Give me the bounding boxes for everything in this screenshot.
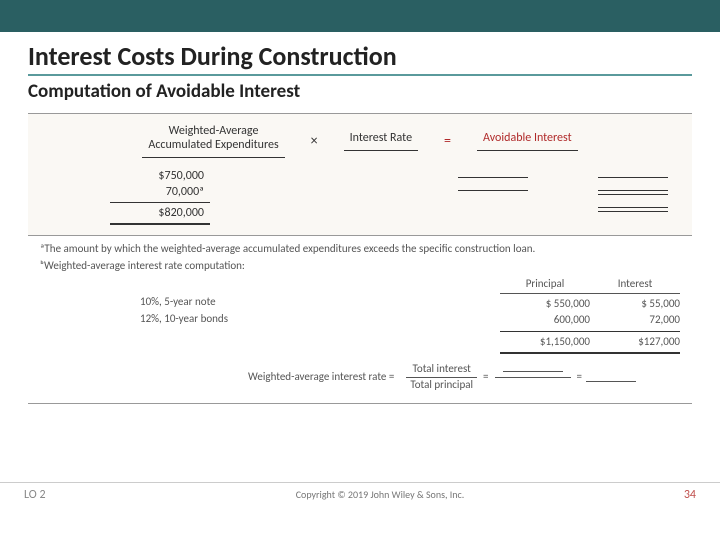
blank-result-lines [540, 168, 680, 212]
expenditure-column: $750,000 70,000ª $820,000 [110, 168, 210, 228]
interest-55000: $ 55,000 [590, 296, 680, 313]
blank-line [598, 194, 668, 195]
equation-row: Weighted-Average Accumulated Expenditure… [40, 124, 680, 158]
blank-line [598, 211, 668, 212]
eq-term-rate: Interest Rate [344, 131, 418, 150]
principal-header: Principal [500, 276, 590, 294]
page-title: Interest Costs During Construction [28, 40, 692, 76]
rule-line [590, 331, 680, 332]
wair-eq1: = [483, 370, 488, 385]
blank-line [458, 181, 528, 191]
weighted-avg-rate-row: Weighted-average interest rate = Total i… [40, 362, 640, 393]
value-750000: $750,000 [110, 168, 210, 184]
interest-header: Interest [590, 276, 680, 294]
formula-figure: Weighted-Average Accumulated Expenditure… [28, 113, 692, 236]
page-subtitle: Computation of Avoidable Interest [28, 80, 692, 103]
rule-line [500, 331, 590, 332]
wair-label: Weighted-average interest rate = [40, 370, 400, 385]
double-rule [110, 223, 210, 225]
content-area: Interest Costs During Construction Compu… [0, 32, 720, 404]
principal-600000: 600,000 [500, 312, 590, 329]
footnote-b: ᵇWeighted-average interest rate computat… [40, 259, 270, 274]
blank-span [503, 378, 563, 388]
wair-fraction-labels: Total interest Total principal [406, 362, 477, 393]
blank-line [598, 198, 668, 208]
double-rule [590, 352, 680, 354]
copyright-text: Copyright © 2019 John Wiley & Sons, Inc. [104, 488, 656, 501]
equals-operator: = [444, 132, 451, 149]
footnotes-area: ªThe amount by which the weighted-averag… [28, 236, 692, 403]
row-12pct-bonds: 12%, 10-year bonds [140, 311, 500, 328]
learning-objective: LO 2 [24, 488, 104, 502]
blank-line [503, 362, 563, 372]
note-rate-labels: 10%, 5-year note 12%, 10-year bonds [40, 276, 500, 356]
principal-total: $1,150,000 [500, 334, 590, 351]
blank-line [598, 168, 668, 178]
eq-term-waae: Weighted-Average Accumulated Expenditure… [142, 124, 284, 158]
rule-line [110, 202, 210, 203]
blank-line [586, 372, 636, 382]
wair-fraction-values [495, 362, 571, 393]
wair-eq2: = [577, 370, 582, 385]
interest-column: Interest $ 55,000 72,000 $127,000 [590, 276, 680, 356]
principal-column: Principal $ 550,000 600,000 $1,150,000 [500, 276, 590, 356]
eq-term-avoidable: Avoidable Interest [477, 131, 578, 150]
wair-denominator: Total principal [406, 378, 477, 393]
wair-numerator: Total interest [406, 362, 477, 378]
interest-72000: 72,000 [590, 312, 680, 329]
row-10pct-note: 10%, 5-year note [140, 294, 500, 311]
slide-footer: LO 2 Copyright © 2019 John Wiley & Sons,… [0, 482, 720, 506]
eq-term-waae-line1: Weighted-Average [169, 124, 259, 138]
page-number: 34 [656, 488, 696, 502]
blank-rate-lines [380, 168, 540, 191]
footnote-a: ªThe amount by which the weighted-averag… [40, 242, 680, 257]
value-70000: 70,000ª [110, 184, 210, 200]
value-820000: $820,000 [110, 205, 210, 221]
principal-550000: $ 550,000 [500, 296, 590, 313]
times-operator: × [311, 132, 318, 149]
double-rule [500, 352, 590, 354]
eq-term-waae-line2: Accumulated Expenditures [148, 138, 278, 152]
blank-line [598, 181, 668, 191]
interest-total: $127,000 [590, 334, 680, 351]
blank-line [458, 168, 528, 178]
top-color-bar [0, 0, 720, 32]
